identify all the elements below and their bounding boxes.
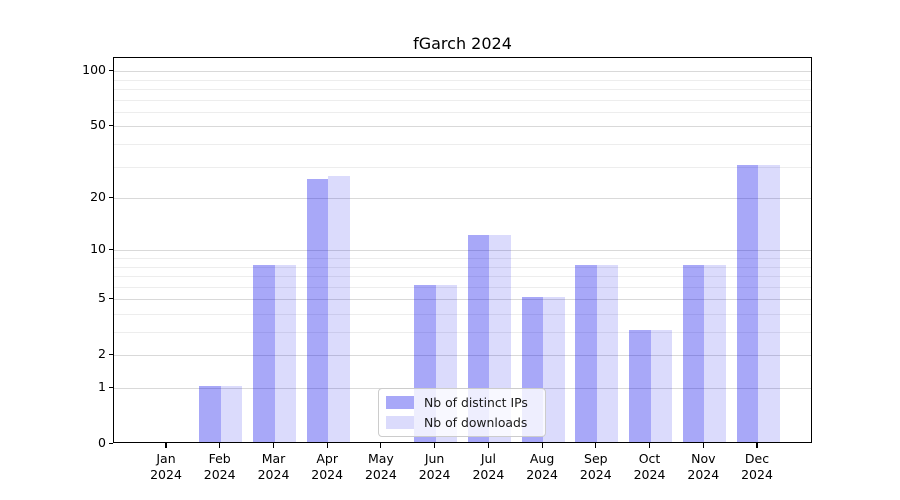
x-tick-mark-mar [272,443,275,448]
y-tick-label-20: 20 [90,189,106,204]
x-tick-mark-nov [702,443,704,448]
bar-mar-distinct-ips [253,264,275,442]
gridline-minor-30 [114,166,811,168]
x-tick-label-mar: Mar 2024 [257,451,290,482]
gridline-major-10 [114,250,811,252]
legend-item-downloads: Nb of downloads [386,414,536,431]
bar-aug-downloads [543,297,565,442]
x-tick-label-sep: Sep 2024 [579,451,612,482]
bar-mar-downloads [274,264,296,442]
gridline-minor-8 [114,266,811,268]
x-tick-mark-jul [487,443,489,448]
legend-item-distinct-ips: Nb of distinct IPs [386,394,536,411]
gridline-minor-9 [114,258,811,259]
legend-swatch-distinct-ips [386,396,414,409]
legend-label-downloads: Nb of downloads [424,415,528,430]
y-tick-mark-10 [109,249,113,251]
gridline-major-2 [114,355,811,357]
y-tick-label-1: 1 [98,379,106,394]
chart-title: fGarch 2024 [413,34,512,53]
x-tick-label-may: May 2024 [364,451,397,482]
gridline-major-50 [114,126,811,128]
y-tick-mark-2 [109,354,113,356]
x-tick-mark-jun [434,443,436,448]
plot-area [113,57,812,443]
gridline-minor-3 [114,332,811,333]
gridline-minor-80 [114,88,811,90]
legend-swatch-downloads [386,416,414,429]
legend-label-distinct-ips: Nb of distinct IPs [424,395,528,410]
x-tick-label-oct: Oct 2024 [633,451,666,482]
y-tick-label-0: 0 [98,435,106,450]
x-tick-mark-feb [219,443,221,448]
x-tick-label-nov: Nov 2024 [687,451,720,482]
x-tick-mark-dec [756,443,758,448]
y-tick-label-5: 5 [98,290,106,306]
x-tick-label-jul: Jul 2024 [472,451,505,482]
x-tick-label-dec: Dec 2024 [741,451,773,482]
bar-oct-distinct-ips [629,330,651,442]
x-tick-label-jan: Jan 2024 [150,451,182,482]
x-tick-mark-apr [326,443,328,448]
x-tick-mark-sep [595,443,597,448]
bar-sep-downloads [596,264,619,442]
x-tick-label-apr: Apr 2024 [311,451,344,482]
y-tick-mark-0 [109,443,113,445]
gridline-minor-6 [114,286,811,288]
bar-nov-distinct-ips [682,264,705,442]
gridline-minor-70 [114,99,811,101]
bar-nov-downloads [704,264,726,442]
x-tick-mark-oct [648,443,651,448]
x-tick-mark-may [380,443,382,448]
gridline-major-100 [114,71,811,73]
legend: Nb of distinct IPs Nb of downloads [378,388,546,437]
gridline-minor-60 [114,111,811,113]
y-tick-mark-20 [109,197,113,199]
gridline-major-5 [114,299,811,301]
bar-dec-distinct-ips [736,164,758,442]
bar-apr-distinct-ips [306,178,329,442]
y-tick-label-10: 10 [90,241,106,257]
y-tick-label-50: 50 [90,117,106,133]
gridline-minor-40 [114,143,811,145]
gridline-minor-4 [114,314,811,315]
y-tick-mark-50 [109,125,113,127]
y-tick-mark-1 [109,387,113,389]
x-tick-mark-aug [541,443,543,448]
y-tick-label-2: 2 [98,346,106,362]
gridline-minor-7 [114,276,811,277]
x-tick-label-jun: Jun 2024 [418,451,451,482]
gridline-major-20 [114,198,811,199]
x-tick-label-aug: Aug 2024 [526,451,558,482]
x-tick-mark-jan [165,443,167,448]
bar-dec-downloads [758,164,780,442]
y-tick-label-100: 100 [82,62,106,78]
bar-oct-downloads [650,330,672,442]
gridline-minor-90 [114,79,811,81]
bar-feb-distinct-ips [199,386,221,442]
bar-apr-downloads [328,175,350,442]
x-tick-label-feb: Feb 2024 [203,451,236,482]
bar-feb-downloads [220,386,243,442]
y-tick-mark-5 [109,298,113,300]
y-tick-mark-100 [109,70,113,72]
bar-sep-distinct-ips [575,264,597,442]
